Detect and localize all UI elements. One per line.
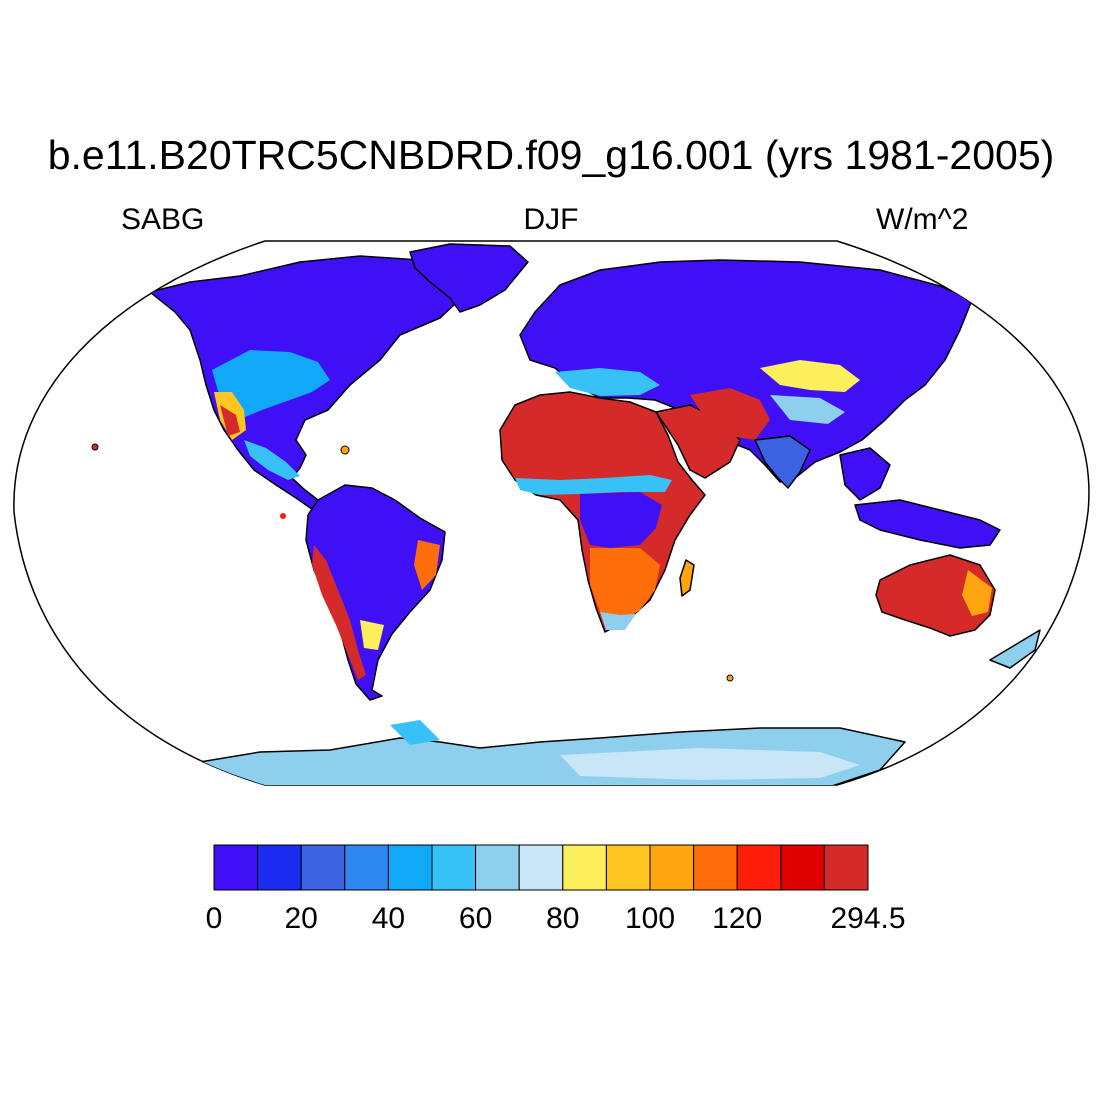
colorbar-tick-label: 100	[624, 902, 676, 935]
caribbean-island	[340, 445, 350, 455]
madagascar	[679, 559, 695, 597]
central-africa	[580, 492, 662, 548]
plot-title: b.e11.B20TRC5CNBDRD.f09_g16.001 (yrs 198…	[47, 132, 1055, 178]
colorbar-swatch	[213, 844, 259, 891]
south-africa-coast	[600, 612, 636, 630]
colorbar-swatch	[518, 844, 564, 891]
india	[754, 435, 811, 489]
argentina-center	[360, 620, 384, 650]
greenland	[409, 243, 529, 313]
mauritius-island	[726, 674, 734, 682]
colorbar-tick-label: 294.5	[830, 902, 906, 935]
season-label: DJF	[523, 203, 579, 236]
colorbar-tick-label: 0	[205, 902, 223, 935]
southeast-asia	[839, 447, 891, 501]
europe-south	[555, 368, 660, 396]
colorbar-swatch	[736, 844, 782, 891]
pacific-island	[280, 513, 286, 519]
indonesia	[854, 499, 1001, 549]
colorbar-swatch	[300, 844, 346, 891]
south-america-west-coast	[312, 545, 366, 680]
colorbar-swatch	[257, 844, 302, 891]
colorbar-swatch	[780, 844, 825, 891]
antarctica-plateau	[560, 748, 860, 780]
colorbar	[213, 844, 869, 891]
colorbar-tick-label: 20	[284, 902, 318, 935]
units-label: W/m^2	[876, 203, 969, 236]
colorbar-swatch	[431, 844, 477, 891]
colorbar-swatch	[387, 844, 433, 891]
tibet	[770, 395, 845, 424]
mexico-central	[244, 440, 300, 480]
new-zealand	[989, 629, 1041, 669]
colorbar-swatch	[344, 844, 389, 891]
colorbar-swatch	[562, 844, 607, 891]
colorbar-tick-label: 120	[712, 902, 763, 935]
australia-east-coast	[962, 570, 992, 616]
colorbar-swatch	[605, 844, 651, 891]
us-interior	[212, 350, 330, 420]
colorbar-swatch	[693, 844, 738, 891]
variable-label: SABG	[121, 203, 205, 236]
middle-east	[690, 388, 770, 440]
colorbar-tick-label: 60	[458, 902, 493, 935]
hawaii-island	[91, 443, 99, 451]
colorbar-swatch	[649, 844, 695, 891]
colorbar-tick-label: 80	[546, 902, 580, 935]
colorbar-swatch	[475, 844, 520, 891]
sahel-band	[515, 475, 672, 495]
australia-landmass	[875, 554, 996, 637]
antarctica-peninsula	[390, 720, 440, 745]
south-america-east	[414, 540, 440, 590]
mexico	[220, 405, 240, 436]
colorbar-swatch	[823, 844, 869, 891]
colorbar-tick-label: 40	[371, 902, 406, 935]
southern-africa	[590, 548, 660, 625]
central-asia-yellow	[760, 360, 860, 392]
